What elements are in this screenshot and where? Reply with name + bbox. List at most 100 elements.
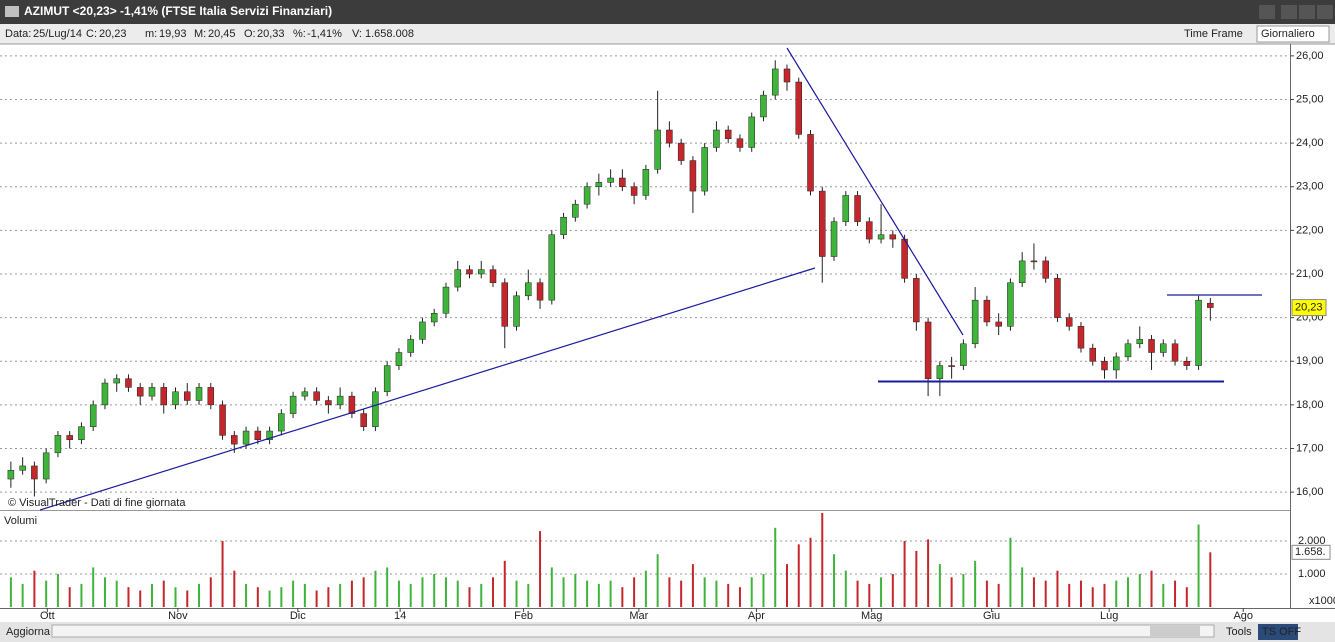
candle-body xyxy=(54,435,62,454)
candle-body xyxy=(960,343,967,366)
y-tick-label: 22,00 xyxy=(1296,224,1324,236)
maximize-button[interactable] xyxy=(1299,5,1315,19)
candle-body xyxy=(1089,347,1096,362)
candle-body xyxy=(948,365,955,367)
candle-body xyxy=(971,299,979,345)
candle-body xyxy=(630,186,638,196)
x-tick-label: Mag xyxy=(861,610,882,622)
volume-bar xyxy=(727,583,730,607)
volume-bar xyxy=(680,580,683,607)
candle-body xyxy=(242,430,250,445)
candle-body xyxy=(689,160,697,192)
volume-bar xyxy=(774,527,777,607)
volume-bar xyxy=(115,580,118,607)
volume-bar xyxy=(738,587,741,607)
volume-bar xyxy=(80,583,83,607)
volume-bar xyxy=(256,587,259,607)
candle-body xyxy=(560,217,567,235)
volume-bar xyxy=(656,554,659,607)
volume-bar xyxy=(409,583,412,607)
ts-button[interactable] xyxy=(1258,624,1298,640)
candle-body xyxy=(642,169,650,196)
volume-bar xyxy=(997,583,1000,607)
candle-body xyxy=(1124,343,1132,358)
candle-body xyxy=(1207,302,1214,308)
candle-body xyxy=(489,269,497,283)
volume-bar xyxy=(303,583,306,607)
candle-body xyxy=(724,129,732,139)
y-tick-label: 1.000 xyxy=(1298,568,1326,580)
y-tick-label: 21,00 xyxy=(1296,268,1324,280)
info-value: -1,41% xyxy=(307,28,342,40)
volume-bar xyxy=(339,583,342,607)
candle-body xyxy=(783,68,791,83)
candle-body xyxy=(666,129,673,144)
volume-bar xyxy=(280,587,283,607)
candle-body xyxy=(1160,343,1167,353)
candle-body xyxy=(136,387,144,397)
x-tick-label: Mar xyxy=(629,610,648,622)
candle-body xyxy=(148,387,156,397)
y-tick-label: 16,00 xyxy=(1296,486,1324,498)
candle-body xyxy=(442,286,450,314)
tool-button[interactable] xyxy=(1259,5,1275,19)
close-button[interactable] xyxy=(1317,5,1333,19)
info-fields: Data: 25/Lug/14 C: 20,23 m: 19,93 M: 20,… xyxy=(5,28,1243,40)
candle-body xyxy=(1171,343,1179,362)
last-volume-box xyxy=(1291,544,1331,560)
title-bar xyxy=(0,0,1335,24)
volume-bar xyxy=(844,570,847,607)
volume-bar xyxy=(586,580,589,607)
candle-body xyxy=(325,400,332,406)
candle-body xyxy=(1007,282,1014,327)
tools-button[interactable]: Tools xyxy=(1226,626,1252,638)
volume-bar xyxy=(962,574,965,607)
volume-bar xyxy=(433,574,436,607)
volume-bar xyxy=(1056,570,1059,607)
candle-body xyxy=(1148,339,1155,353)
timeframe-select[interactable] xyxy=(1256,25,1330,43)
candle-body xyxy=(42,452,50,480)
volume-bar xyxy=(444,577,447,607)
y-tick-label: 25,00 xyxy=(1296,93,1324,105)
candle-body xyxy=(501,282,509,327)
volume-bar xyxy=(1174,580,1177,607)
info-label: C: xyxy=(86,28,97,40)
info-label: m: xyxy=(145,28,157,40)
candle-body xyxy=(231,435,238,445)
scrollbar[interactable] xyxy=(51,624,1215,638)
watermark: © VisualTrader - Dati di fine giornata xyxy=(8,497,186,509)
volume-bar xyxy=(515,580,518,607)
volume-bar xyxy=(1150,570,1153,607)
volume-bar xyxy=(1197,524,1200,607)
volume-bar xyxy=(750,577,753,607)
info-label: M: xyxy=(194,28,206,40)
candle-body xyxy=(583,186,591,205)
candle-body xyxy=(924,321,932,379)
candle-body xyxy=(1054,278,1061,318)
volume-bar xyxy=(1103,583,1106,607)
trend-lines xyxy=(39,47,1262,511)
candle-body xyxy=(78,426,85,441)
candle-body xyxy=(195,387,203,401)
x-tick-label: Lug xyxy=(1100,610,1118,622)
refresh-button[interactable]: Aggiorna xyxy=(6,626,51,638)
info-value: 25/Lug/14 xyxy=(33,28,82,40)
scroll-thumb[interactable] xyxy=(1150,626,1200,636)
info-value: 19,93 xyxy=(159,28,187,40)
volume-bar xyxy=(45,580,48,607)
volume-bar xyxy=(397,580,400,607)
volume-bar xyxy=(562,577,565,607)
candle-body xyxy=(1077,326,1085,349)
volume-bar xyxy=(1138,574,1141,607)
candle-body xyxy=(572,203,579,218)
candle-body xyxy=(66,435,73,441)
candle-body xyxy=(478,269,485,275)
ts-label: TS OFF xyxy=(1262,626,1301,638)
volume-bar xyxy=(198,583,201,607)
minimize-button[interactable] xyxy=(1281,5,1297,19)
volume-bar xyxy=(245,583,248,607)
x-tick-label: Ago xyxy=(1233,610,1253,622)
candle-body xyxy=(348,395,356,414)
candle-body xyxy=(536,282,544,301)
